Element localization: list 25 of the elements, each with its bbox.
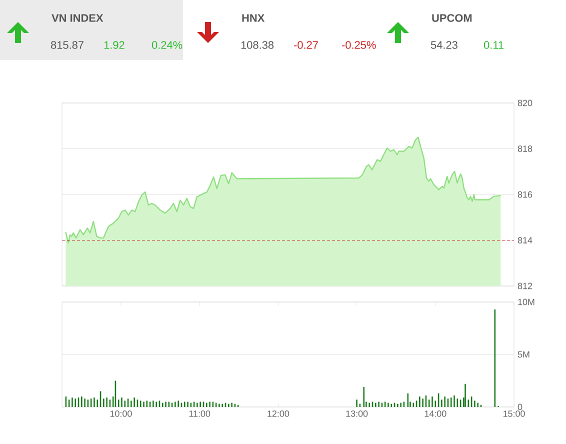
y-tick-label: 5M [518, 351, 530, 358]
data-label: 0.24% [152, 41, 182, 49]
x-tick-label: 11:00 [189, 410, 210, 417]
y-tick-label: 818 [518, 146, 532, 152]
data-label: 815.87 [50, 41, 84, 49]
y-tick-label: 812 [518, 282, 532, 290]
y-tick-label: 814 [518, 237, 532, 244]
y-tick-label: 10M [518, 298, 534, 306]
text: UPCOM [432, 14, 472, 22]
y-tick-label: 820 [518, 100, 532, 106]
data-label: 0.11 [484, 41, 504, 49]
x-tick-label: 15:00 [503, 410, 525, 417]
x-tick-label: 12:00 [268, 410, 290, 417]
data-label: -0.25% [342, 41, 376, 49]
y-tick-label: 816 [518, 191, 532, 198]
y-tick-label: 0 [518, 404, 522, 410]
data-label: 108.38 [241, 41, 274, 49]
x-tick-label: 14:00 [424, 410, 446, 417]
x-tick-label: 10:00 [110, 410, 132, 417]
text: HNX [242, 14, 265, 22]
text: VN INDEX [52, 14, 104, 22]
data-label: -0.27 [294, 41, 318, 49]
data-label: 54.23 [430, 41, 458, 49]
x-tick-label: 13:00 [346, 410, 368, 417]
data-label: 1.92 [104, 41, 124, 49]
